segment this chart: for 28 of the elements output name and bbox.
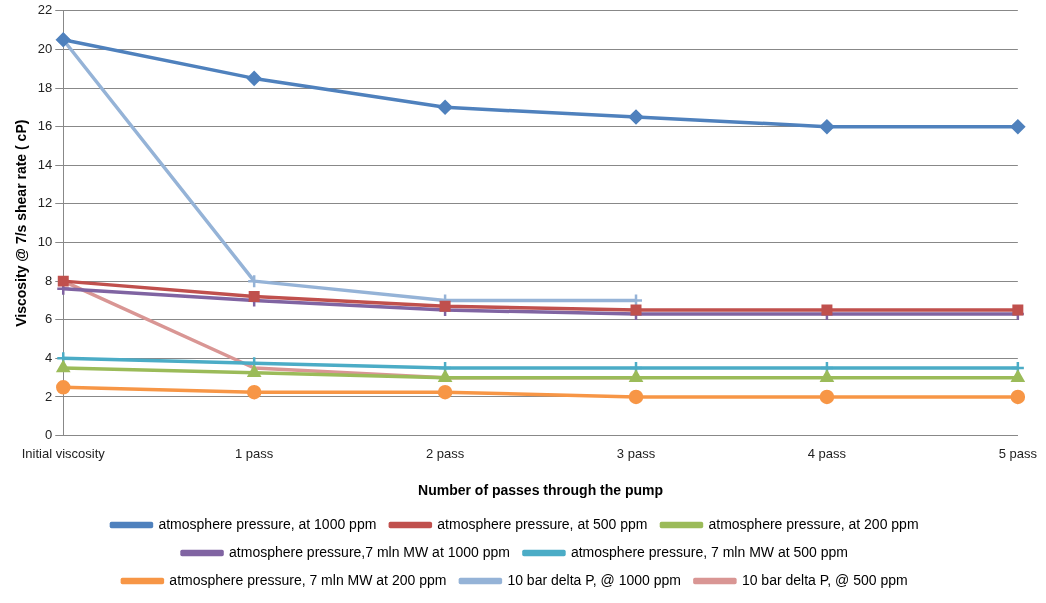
legend-label: atmosphere pressure, 7 mln MW at 200 ppm (169, 571, 447, 588)
y-tick-label: 2 (45, 388, 53, 404)
x-tick-label: 4 pass (807, 445, 847, 461)
y-tick-label: 22 (37, 2, 53, 18)
y-tick-label: 20 (37, 41, 53, 56)
legend-label: 10 bar delta P, @ 1000 ppm (507, 571, 681, 588)
x-tick-label: 3 pass (616, 445, 656, 461)
y-tick-label: 16 (37, 118, 53, 134)
y-tick-label: 18 (37, 79, 53, 95)
legend-label: atmosphere pressure, at 500 ppm (437, 515, 648, 532)
y-tick-label: 4 (45, 349, 53, 365)
y-axis-title: Viscosity @ 7/s shear rate ( cP) (13, 119, 30, 327)
x-tick-label: 1 pass (235, 445, 274, 461)
y-tick-label: 6 (45, 311, 53, 327)
legend-label: atmosphere pressure,7 mln MW at 1000 ppm (229, 543, 510, 560)
legend-label: atmosphere pressure, at 200 ppm (708, 515, 919, 532)
legend-label: atmosphere pressure, at 1000 ppm (158, 515, 377, 532)
x-tick-label: 2 pass (425, 445, 465, 461)
x-tick-label: 5 pass (998, 445, 1038, 461)
y-tick-label: 8 (45, 272, 53, 288)
legend-label: 10 bar delta P, @ 500 ppm (741, 571, 908, 588)
y-tick-label: 14 (37, 156, 53, 172)
x-tick-label: Initial viscosity (21, 445, 106, 461)
legend-label: atmosphere pressure, 7 mln MW at 500 ppm (570, 543, 848, 560)
y-tick-label: 0 (45, 427, 53, 443)
y-tick-label: 12 (37, 195, 53, 211)
y-tick-label: 10 (37, 234, 53, 250)
x-axis-title: Number of passes through the pump (418, 482, 664, 499)
